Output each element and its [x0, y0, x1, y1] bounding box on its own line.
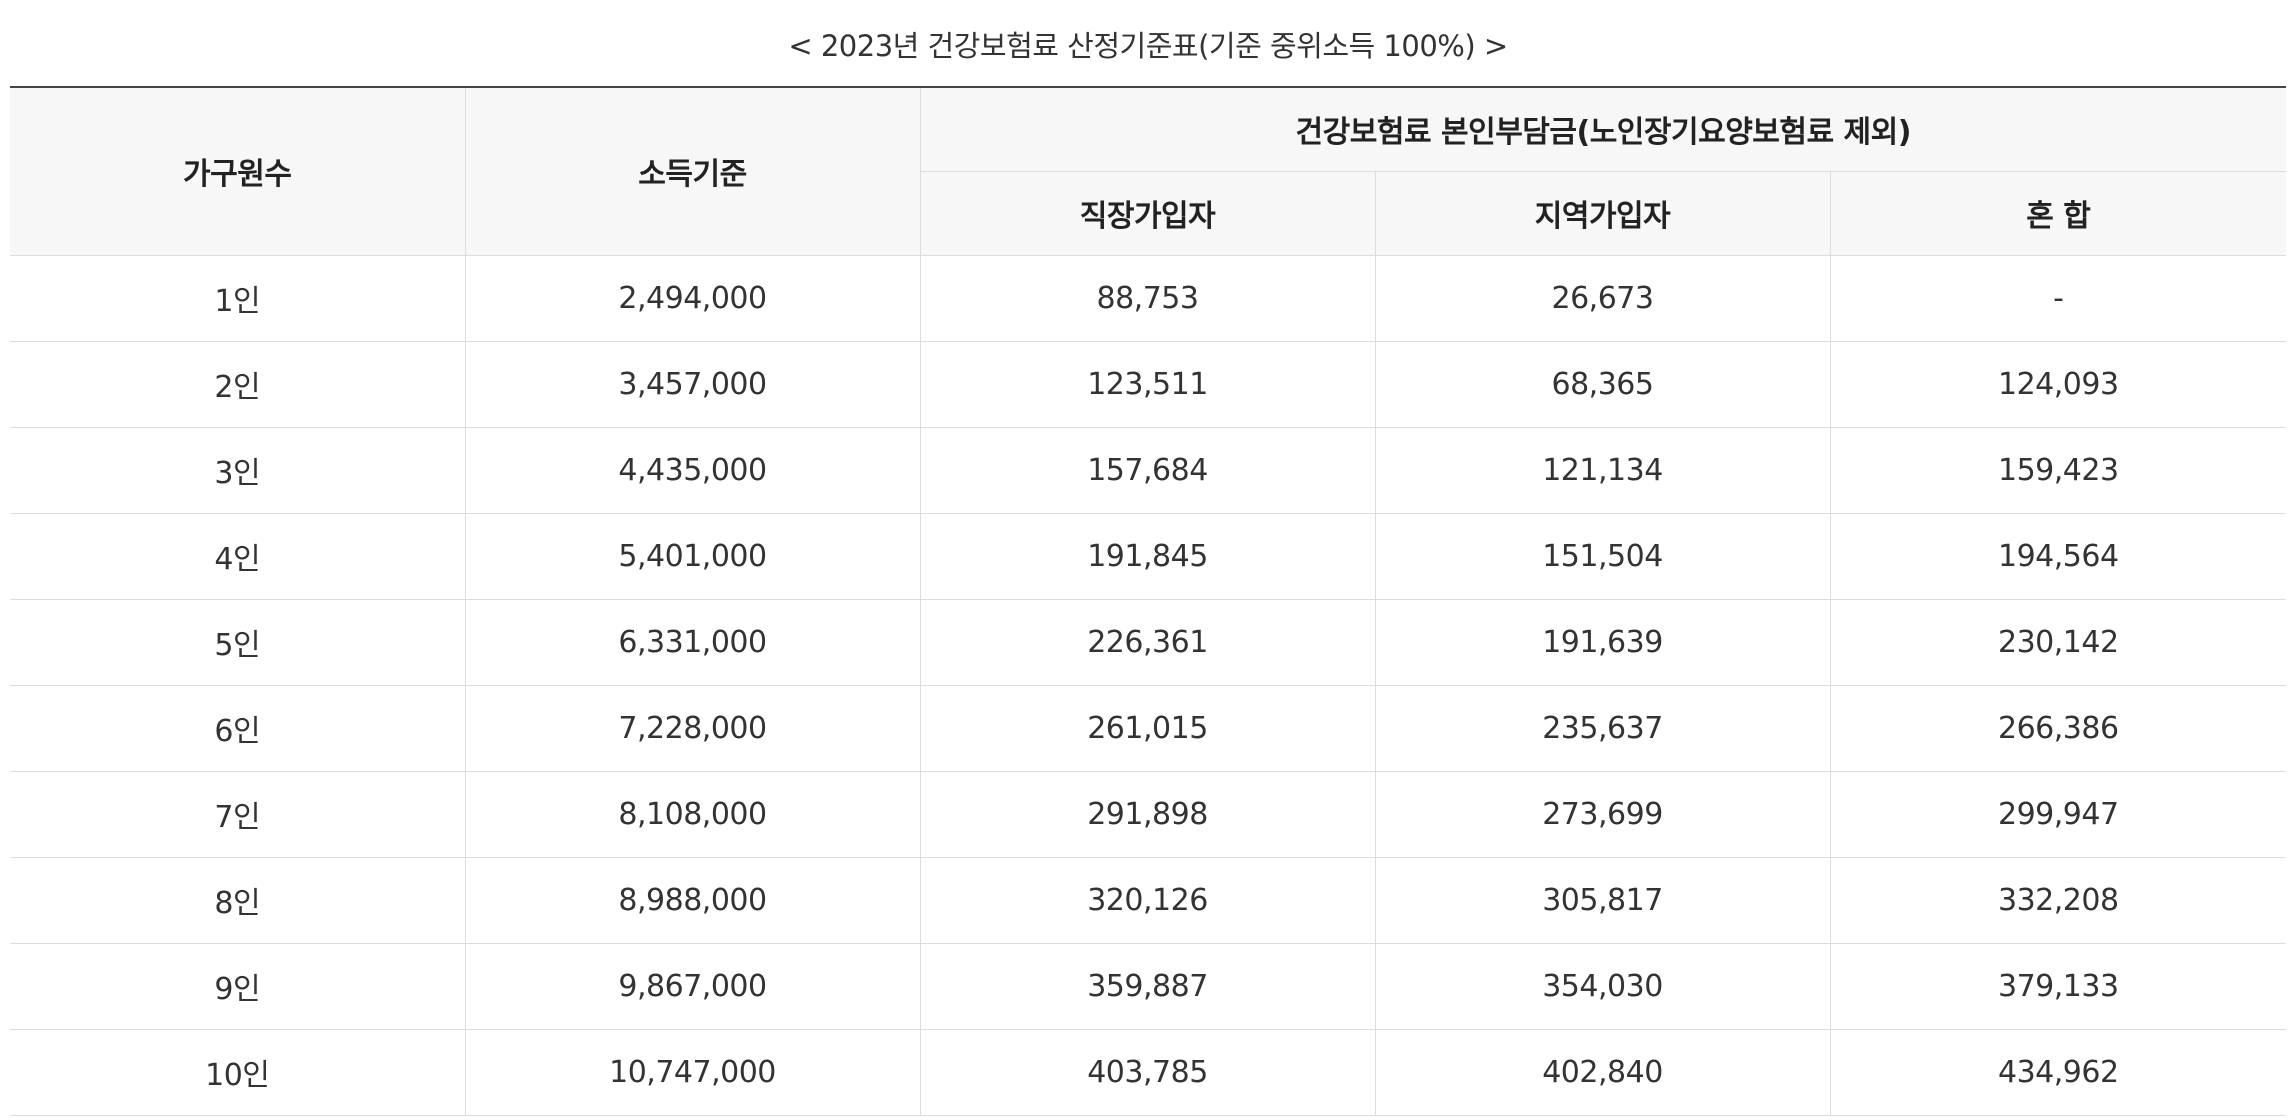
- cell-regional: 235,637: [1374, 684, 1831, 772]
- header-row-2: 직장가입자 지역가입자 혼 합: [10, 170, 2287, 256]
- table-row: 1인 2,494,000 88,753 26,673 -: [10, 254, 2287, 342]
- cell-income: 9,867,000: [464, 942, 921, 1030]
- header-row-1: 가구원수 소득기준 건강보험료 본인부담금(노인장기요양보험료 제외): [10, 86, 2287, 256]
- header-employee: 직장가입자: [920, 170, 1376, 256]
- cell-employee: 403,785: [919, 1028, 1376, 1116]
- cell-mixed: 332,208: [1829, 856, 2287, 944]
- cell-income: 5,401,000: [464, 512, 921, 600]
- header-premium-group: 건강보험료 본인부담금(노인장기요양보험료 제외): [919, 86, 2287, 172]
- cell-income: 6,331,000: [464, 598, 921, 686]
- header-regional: 지역가입자: [1374, 170, 1831, 256]
- cell-household: 8인: [10, 856, 466, 944]
- cell-employee: 261,015: [919, 684, 1376, 772]
- cell-household: 5인: [10, 598, 466, 686]
- table-row: 4인 5,401,000 191,845 151,504 194,564: [10, 512, 2287, 600]
- cell-income: 4,435,000: [464, 426, 921, 514]
- header-income: 소득기준: [464, 86, 921, 256]
- cell-household: 6인: [10, 684, 466, 772]
- cell-mixed: 194,564: [1829, 512, 2287, 600]
- cell-household: 3인: [10, 426, 466, 514]
- premium-table: 가구원수 소득기준 건강보험료 본인부담금(노인장기요양보험료 제외) 직장가입…: [10, 86, 2287, 1116]
- cell-household: 4인: [10, 512, 466, 600]
- cell-household: 10인: [10, 1028, 466, 1116]
- cell-regional: 151,504: [1374, 512, 1831, 600]
- cell-regional: 273,699: [1374, 770, 1831, 858]
- table-row: 6인 7,228,000 261,015 235,637 266,386: [10, 684, 2287, 772]
- cell-household: 9인: [10, 942, 466, 1030]
- header-household: 가구원수: [10, 86, 466, 256]
- table-caption: < 2023년 건강보험료 산정기준표(기준 중위소득 100%) >: [788, 29, 1508, 63]
- cell-employee: 88,753: [919, 254, 1376, 342]
- cell-mixed: 434,962: [1829, 1028, 2287, 1116]
- table-row: 2인 3,457,000 123,511 68,365 124,093: [10, 340, 2287, 428]
- cell-employee: 291,898: [919, 770, 1376, 858]
- cell-employee: 320,126: [919, 856, 1376, 944]
- cell-regional: 68,365: [1374, 340, 1831, 428]
- table-row: 7인 8,108,000 291,898 273,699 299,947: [10, 770, 2287, 858]
- cell-income: 7,228,000: [464, 684, 921, 772]
- cell-regional: 305,817: [1374, 856, 1831, 944]
- cell-mixed: -: [1829, 254, 2287, 342]
- cell-income: 2,494,000: [464, 254, 921, 342]
- cell-employee: 226,361: [919, 598, 1376, 686]
- cell-employee: 359,887: [919, 942, 1376, 1030]
- cell-income: 10,747,000: [464, 1028, 921, 1116]
- cell-regional: 121,134: [1374, 426, 1831, 514]
- cell-mixed: 230,142: [1829, 598, 2287, 686]
- table-container: < 2023년 건강보험료 산정기준표(기준 중위소득 100%) > 가구원수…: [10, 0, 2287, 1116]
- cell-mixed: 124,093: [1829, 340, 2287, 428]
- cell-mixed: 299,947: [1829, 770, 2287, 858]
- cell-household: 2인: [10, 340, 466, 428]
- cell-household: 1인: [10, 254, 466, 342]
- table-row: 8인 8,988,000 320,126 305,817 332,208: [10, 856, 2287, 944]
- table-row: 3인 4,435,000 157,684 121,134 159,423: [10, 426, 2287, 514]
- cell-mixed: 379,133: [1829, 942, 2287, 1030]
- cell-employee: 157,684: [919, 426, 1376, 514]
- cell-regional: 191,639: [1374, 598, 1831, 686]
- cell-income: 3,457,000: [464, 340, 921, 428]
- table-row: 5인 6,331,000 226,361 191,639 230,142: [10, 598, 2287, 686]
- cell-income: 8,988,000: [464, 856, 921, 944]
- cell-mixed: 159,423: [1829, 426, 2287, 514]
- cell-employee: 123,511: [919, 340, 1376, 428]
- table-row: 10인 10,747,000 403,785 402,840 434,962: [10, 1028, 2287, 1116]
- table-row: 9인 9,867,000 359,887 354,030 379,133: [10, 942, 2287, 1030]
- cell-regional: 402,840: [1374, 1028, 1831, 1116]
- cell-income: 8,108,000: [464, 770, 921, 858]
- header-mixed: 혼 합: [1829, 170, 2287, 256]
- cell-regional: 26,673: [1374, 254, 1831, 342]
- cell-household: 7인: [10, 770, 466, 858]
- cell-regional: 354,030: [1374, 942, 1831, 1030]
- cell-employee: 191,845: [919, 512, 1376, 600]
- cell-mixed: 266,386: [1829, 684, 2287, 772]
